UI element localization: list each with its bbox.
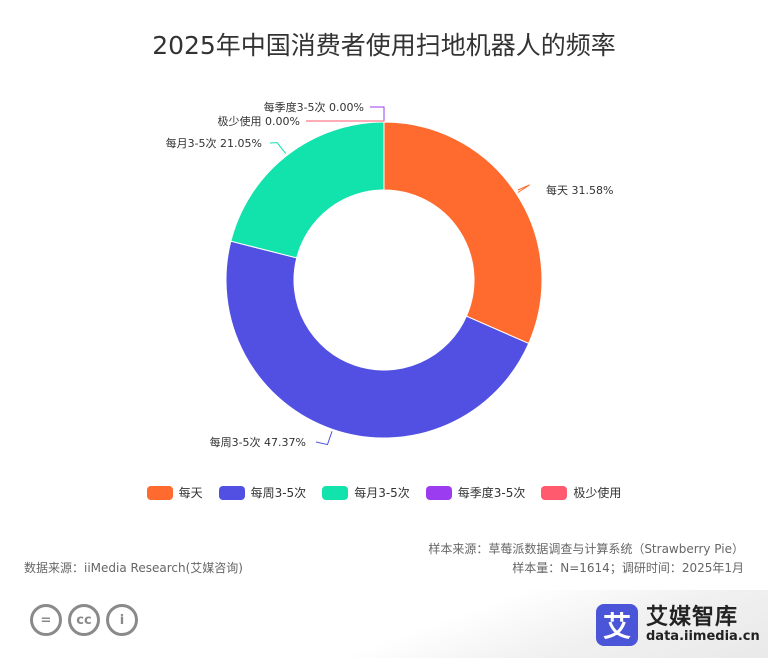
person-icon: i [106, 604, 138, 636]
leader-line-2 [269, 142, 287, 155]
equals-icon: = [30, 604, 62, 636]
legend-label-3: 每季度3-5次 [457, 486, 526, 500]
legend-label-2: 每月3-5次 [354, 486, 410, 500]
legend-label-0: 每天 [178, 486, 203, 500]
slice-label-4: 极少使用 0.00% [218, 114, 300, 128]
leader-line-4 [306, 120, 385, 122]
data-source-note: 数据来源：iiMedia Research(艾媒咨询) [24, 561, 243, 575]
logo-url: data.iimedia.cn [646, 628, 760, 644]
cc-icon: cc [68, 604, 100, 636]
slice-1 [225, 240, 530, 439]
logo-name: 艾媒智库 [646, 604, 739, 630]
brand-logo: 艾 艾媒智库 data.iimedia.cn [596, 604, 760, 646]
legend-swatch-4 [541, 485, 568, 500]
slice-label-2: 每月3-5次 21.05% [166, 136, 262, 150]
legend-item-2: 每月3-5次 [322, 484, 410, 501]
slice-2 [230, 121, 385, 259]
slice-0 [383, 121, 543, 345]
license-icons: = cc i [30, 604, 138, 636]
legend-swatch-3 [425, 485, 452, 500]
chart-title: 2025年中国消费者使用扫地机器人的频率 [152, 31, 616, 60]
leader-line-0 [517, 184, 530, 193]
slice-label-3: 每季度3-5次 0.00% [264, 100, 364, 114]
legend-swatch-0 [146, 485, 173, 500]
legend-item-1: 每周3-5次 [218, 484, 307, 501]
legend-label-4: 极少使用 [573, 486, 622, 500]
chart-legend: 每天 每周3-5次 每月3-5次 每季度3-5次 极少使用 [0, 484, 768, 501]
leader-line-3 [370, 106, 385, 120]
legend-item-0: 每天 [146, 484, 203, 501]
legend-item-4: 极少使用 [541, 484, 621, 501]
legend-swatch-2 [322, 485, 349, 500]
legend-item-3: 每季度3-5次 [425, 484, 526, 501]
donut-chart: 每天 31.58% 每周3-5次 47.37% 每月3-5次 21.05% 每季度3-… [166, 100, 614, 449]
slice-label-1: 每周3-5次 47.37% [210, 435, 306, 449]
leader-line-1 [315, 431, 333, 446]
sample-size-note: 样本量：N=1614；调研时间：2025年1月 [512, 561, 744, 575]
sample-source-note: 样本来源：草莓派数据调查与计算系统（Strawberry Pie） [428, 542, 744, 556]
slice-label-0: 每天 31.58% [546, 183, 613, 197]
legend-swatch-1 [218, 485, 245, 500]
logo-mark: 艾 [596, 604, 638, 646]
legend-label-1: 每周3-5次 [250, 486, 307, 500]
